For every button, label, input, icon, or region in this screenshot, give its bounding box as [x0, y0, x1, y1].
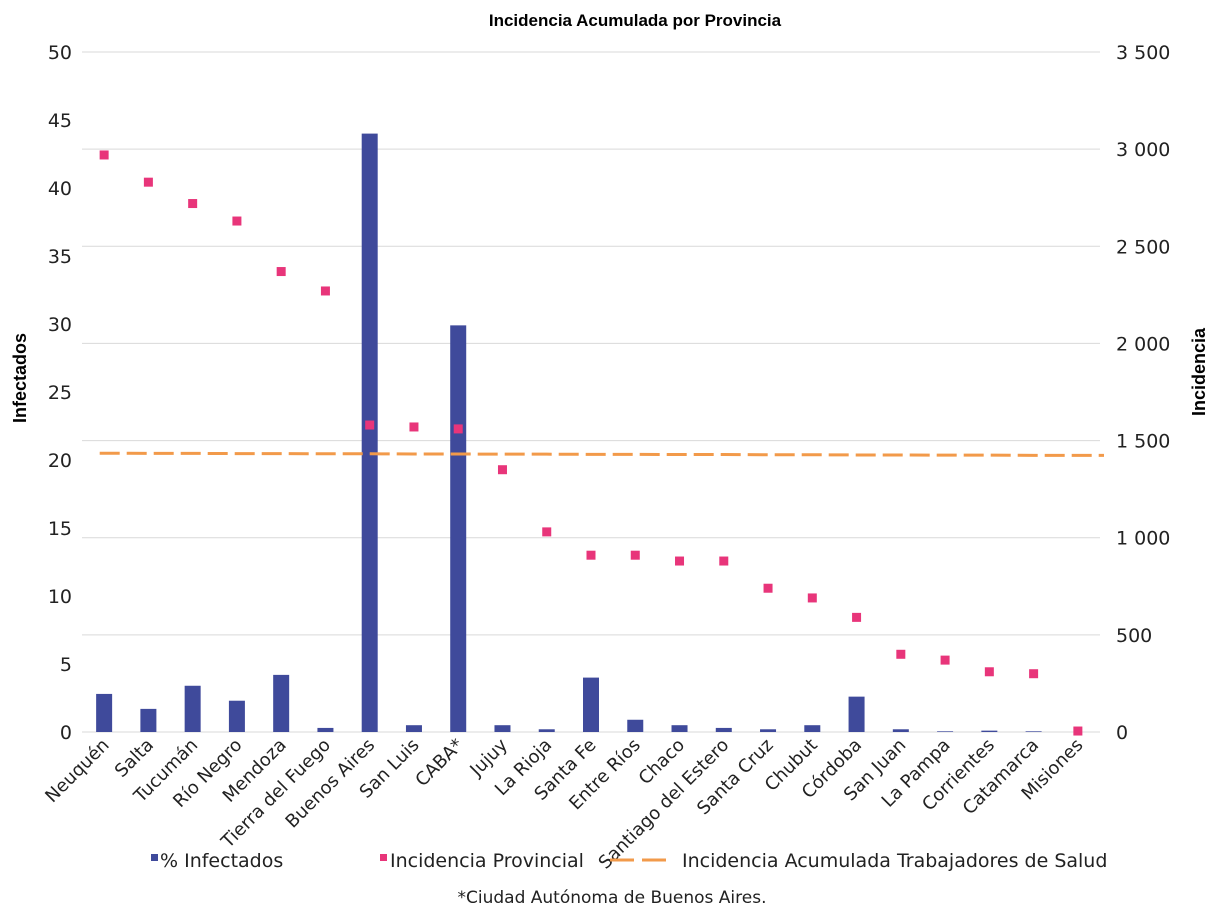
- bar: [273, 674, 290, 732]
- data-point: [365, 420, 375, 430]
- bar: [715, 727, 732, 732]
- data-point: [630, 550, 640, 560]
- data-point: [188, 199, 198, 209]
- right-tick-label: 500: [1116, 625, 1152, 647]
- bar: [937, 731, 954, 732]
- bar: [184, 685, 201, 732]
- data-point: [497, 465, 507, 475]
- bar: [96, 693, 113, 732]
- legend-swatch-infected: [151, 854, 158, 861]
- data-point: [984, 667, 994, 677]
- data-point: [763, 583, 773, 593]
- data-point: [675, 556, 685, 566]
- data-point: [143, 177, 153, 187]
- legend-swatch-provincial: [380, 854, 387, 861]
- footnote: *Ciudad Autónoma de Buenos Aires.: [458, 888, 767, 908]
- data-point: [453, 424, 463, 434]
- bar: [892, 729, 909, 732]
- left-tick-label: 50: [48, 42, 72, 64]
- bar: [583, 677, 599, 732]
- bar: [848, 696, 865, 732]
- bar: [405, 725, 422, 732]
- legend: % Infectados Incidencia Provincial Incid…: [151, 850, 1107, 872]
- bar: [450, 325, 467, 732]
- left-tick-label: 45: [48, 110, 72, 132]
- right-tick-label: 1 500: [1116, 431, 1170, 453]
- data-point: [232, 216, 242, 226]
- right-tick-label: 0: [1116, 722, 1128, 744]
- data-point: [586, 550, 596, 560]
- data-point: [719, 556, 729, 566]
- data-point: [852, 612, 862, 622]
- bar: [671, 725, 688, 732]
- right-axis-ticks: 0 500 1 000 1 500 2 000 2 500 3 000 3 500: [1116, 42, 1170, 744]
- data-point: [940, 655, 950, 665]
- left-axis-ticks: 0 5 10 15 20 25 30 35 40 45 50: [48, 42, 72, 744]
- left-axis-title: Infectados: [10, 333, 30, 423]
- left-tick-label: 25: [48, 382, 72, 404]
- infected-bars: [96, 133, 1042, 733]
- legend-label-provincial: Incidencia Provincial: [390, 850, 584, 872]
- left-tick-label: 30: [48, 314, 72, 336]
- legend-label-infected: % Infectados: [160, 850, 283, 872]
- provincial-incidence-points: [99, 150, 1083, 736]
- legend-label-health-workers: Incidencia Acumulada Trabajadores de Sal…: [682, 850, 1107, 872]
- bar: [981, 730, 998, 732]
- gridlines: [82, 51, 1100, 733]
- data-point: [409, 422, 419, 432]
- bar: [760, 729, 777, 732]
- right-tick-label: 2 500: [1116, 236, 1170, 258]
- left-tick-label: 40: [48, 178, 72, 200]
- data-point: [276, 267, 286, 277]
- bar: [140, 708, 157, 732]
- bar: [361, 133, 378, 733]
- data-point: [807, 593, 817, 603]
- bar: [1025, 731, 1042, 732]
- left-tick-label: 15: [48, 518, 72, 540]
- bar: [538, 729, 555, 732]
- left-tick-label: 35: [48, 246, 72, 268]
- bar: [494, 725, 511, 732]
- data-point: [320, 286, 330, 296]
- left-tick-label: 10: [48, 586, 72, 608]
- bar: [804, 725, 821, 732]
- right-tick-label: 2 000: [1116, 333, 1170, 355]
- data-point: [1029, 669, 1039, 679]
- series-line-health-workers: [99, 451, 1104, 457]
- right-tick-label: 3 000: [1116, 139, 1170, 161]
- right-tick-label: 1 000: [1116, 528, 1170, 550]
- left-tick-label: 20: [48, 450, 72, 472]
- data-point: [542, 527, 552, 537]
- bar: [317, 727, 334, 732]
- health-workers-line: [99, 451, 1104, 457]
- data-point: [99, 150, 109, 160]
- data-point: [1073, 726, 1083, 736]
- chart-title: Incidencia Acumulada por Provincia: [489, 11, 782, 30]
- left-tick-label: 0: [60, 722, 72, 744]
- right-axis-title: Incidencia: [1189, 327, 1209, 416]
- category-label: Neuquén: [41, 735, 113, 807]
- data-point: [896, 649, 906, 659]
- left-tick-label: 5: [60, 654, 72, 676]
- category-label: CABA*: [412, 735, 468, 791]
- right-tick-label: 3 500: [1116, 42, 1170, 64]
- bar: [228, 700, 245, 732]
- bar: [627, 719, 644, 732]
